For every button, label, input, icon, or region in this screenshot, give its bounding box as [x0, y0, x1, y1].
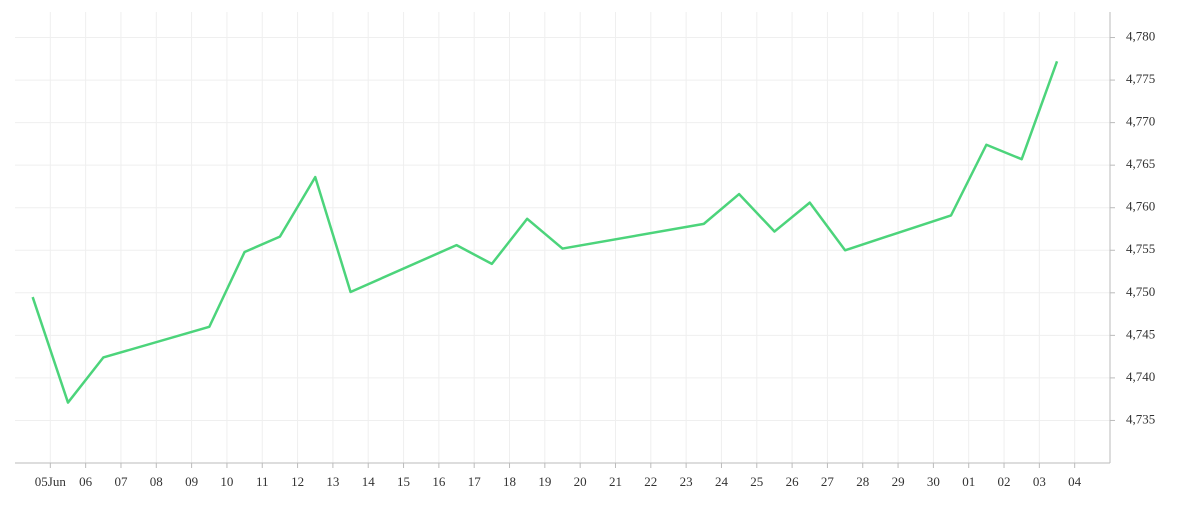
- x-tick-label: 13: [326, 474, 339, 489]
- x-tick-label: 27: [821, 474, 835, 489]
- y-tick-label: 4,770: [1126, 114, 1155, 129]
- x-tick-label: 07: [114, 474, 128, 489]
- x-tick-label: 06: [79, 474, 93, 489]
- x-tick-label: 04: [1068, 474, 1082, 489]
- x-tick-label: 15: [397, 474, 410, 489]
- x-tick-label: 28: [856, 474, 869, 489]
- x-tick-label: 17: [468, 474, 482, 489]
- x-tick-label: 10: [220, 474, 233, 489]
- x-tick-label: 03: [1033, 474, 1046, 489]
- y-tick-label: 4,745: [1126, 326, 1155, 341]
- x-tick-label: 16: [432, 474, 446, 489]
- y-tick-label: 4,780: [1126, 29, 1155, 44]
- x-tick-label: 30: [927, 474, 940, 489]
- line-series: [31, 60, 1059, 404]
- x-tick-label: 14: [362, 474, 376, 489]
- x-tick-label: 05Jun: [35, 474, 67, 489]
- x-tick-label: 29: [892, 474, 905, 489]
- y-tick-label: 4,755: [1126, 241, 1155, 256]
- x-tick-label: 22: [644, 474, 657, 489]
- x-tick-label: 18: [503, 474, 516, 489]
- x-tick-label: 25: [750, 474, 763, 489]
- y-tick-label: 4,760: [1126, 199, 1155, 214]
- y-tick-label: 4,750: [1126, 284, 1155, 299]
- x-tick-label: 12: [291, 474, 304, 489]
- x-tick-label: 19: [538, 474, 551, 489]
- y-tick-label: 4,775: [1126, 71, 1155, 86]
- x-tick-label: 23: [680, 474, 693, 489]
- x-tick-label: 09: [185, 474, 198, 489]
- y-tick-label: 4,765: [1126, 156, 1155, 171]
- x-tick-label: 01: [962, 474, 975, 489]
- y-tick-label: 4,740: [1126, 369, 1155, 384]
- x-tick-label: 26: [786, 474, 800, 489]
- x-tick-label: 02: [998, 474, 1011, 489]
- x-tick-label: 20: [574, 474, 587, 489]
- x-tick-label: 11: [256, 474, 269, 489]
- x-tick-label: 24: [715, 474, 729, 489]
- x-tick-label: 08: [150, 474, 163, 489]
- y-tick-label: 4,735: [1126, 411, 1155, 426]
- x-tick-label: 21: [609, 474, 622, 489]
